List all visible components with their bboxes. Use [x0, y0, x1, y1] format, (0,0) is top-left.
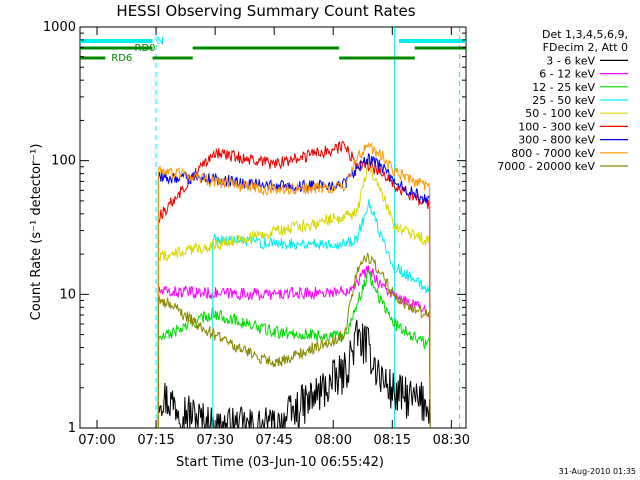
- legend-label-2: 6 - 12 keV: [539, 68, 595, 81]
- legend-label-1: 3 - 6 keV: [546, 54, 595, 67]
- x-tick-label-6: 08:15: [374, 433, 411, 448]
- y-tick-label-2: 10: [59, 287, 76, 302]
- footer-timestamp: 31-Aug-2010 01:35: [559, 467, 636, 476]
- series-line-8: [157, 142, 431, 429]
- series-line-1: [157, 319, 431, 430]
- series-line-6: [157, 140, 431, 429]
- series-line-3: [157, 270, 431, 429]
- x-tick-label-2: 07:15: [137, 433, 174, 448]
- legend-label-7: 300 - 800 keV: [518, 134, 595, 147]
- chart-title: HESSI Observing Summary Count Rates: [116, 2, 415, 20]
- x-tick-label-7: 08:30: [433, 433, 470, 448]
- x-tick-label-5: 08:00: [315, 433, 352, 448]
- x-tick-label-3: 07:30: [196, 433, 233, 448]
- series-line-9: [157, 252, 431, 429]
- legend-label-8: 800 - 7000 keV: [511, 147, 595, 160]
- series-line-7: [157, 153, 431, 429]
- plot-frame: [79, 26, 467, 429]
- legend-header-line-1: Det 1,3,4,5,6,9,: [542, 28, 628, 41]
- y-tick-label-1: 1: [68, 421, 76, 436]
- legend-label-3: 12 - 25 keV: [532, 81, 595, 94]
- y-tick-label-4: 1000: [43, 20, 76, 35]
- y-tick-label-3: 100: [51, 154, 76, 169]
- legend-label-6: 100 - 300 keV: [518, 120, 595, 133]
- legend-label-4: 25 - 50 keV: [532, 94, 595, 107]
- x-tick-label-1: 07:00: [78, 433, 115, 448]
- legend-label-5: 50 - 100 keV: [525, 107, 595, 120]
- series-line-2: [157, 265, 431, 429]
- x-axis-label: Start Time (03-Jun-10 06:55:42): [176, 455, 384, 470]
- series-line-5: [157, 159, 431, 429]
- legend-header-line-2: FDecim 2, Att 0: [543, 41, 628, 54]
- x-tick-label-4: 07:45: [255, 433, 292, 448]
- state-label-rd0: RD0: [135, 43, 156, 54]
- state-label-n: N: [157, 36, 164, 47]
- legend-label-9: 7000 - 20000 keV: [497, 160, 595, 173]
- state-label-rd6: RD6: [111, 53, 132, 64]
- y-axis-label: Count Rate (s⁻¹ detector⁻¹): [29, 144, 44, 321]
